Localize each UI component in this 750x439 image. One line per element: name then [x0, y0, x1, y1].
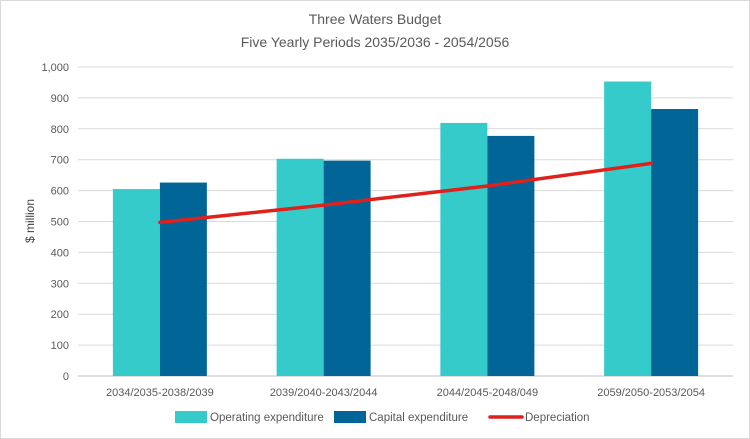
- capital-expenditure-bar: [651, 109, 699, 377]
- operating-expenditure-bar: [440, 122, 488, 376]
- y-tick-label: 600: [51, 186, 69, 198]
- y-tick-label: 500: [51, 217, 69, 229]
- y-tick-label: 700: [51, 155, 69, 167]
- y-tick-label: 400: [51, 247, 69, 259]
- chart-title: Three Waters Budget: [309, 11, 442, 27]
- depreciation-line: [158, 161, 653, 225]
- y-tick-label: 200: [51, 309, 69, 321]
- operating-expenditure-bar: [112, 189, 160, 376]
- y-tick-label: 900: [51, 93, 69, 105]
- legend-swatch: [334, 411, 366, 423]
- capital-expenditure-bar: [323, 160, 371, 376]
- x-tick-label: 2059/2050-2053/2054: [597, 387, 705, 399]
- legend-depreciation: Depreciation: [488, 412, 590, 424]
- legend-capital-expenditure: Capital expenditure: [334, 411, 468, 424]
- y-axis-label: $ million: [23, 199, 37, 243]
- capital-expenditure-bar: [487, 135, 535, 376]
- operating-expenditure-bar: [276, 158, 324, 376]
- y-tick-label: 100: [51, 340, 69, 352]
- legend-label: Depreciation: [525, 412, 590, 424]
- legend-swatch: [175, 411, 207, 423]
- legend-label: Capital expenditure: [369, 412, 468, 424]
- y-tick-label: 800: [51, 124, 69, 136]
- x-tick-label: 2044/2045-2048/049: [437, 387, 539, 399]
- operating-expenditure-bar: [604, 81, 652, 376]
- y-tick-label: 1,000: [41, 62, 69, 74]
- y-tick-label: 300: [51, 278, 69, 290]
- legend-label: Operating expenditure: [210, 412, 324, 424]
- legend-operating-expenditure: Operating expenditure: [175, 411, 324, 424]
- capital-expenditure-bar: [159, 182, 207, 376]
- x-tick-label: 2034/2035-2038/2039: [106, 387, 214, 399]
- x-tick-label: 2039/2040-2043/2044: [270, 387, 378, 399]
- y-tick-label: 0: [63, 371, 69, 383]
- chart-subtitle: Five Yearly Periods 2035/2036 - 2054/205…: [241, 34, 510, 50]
